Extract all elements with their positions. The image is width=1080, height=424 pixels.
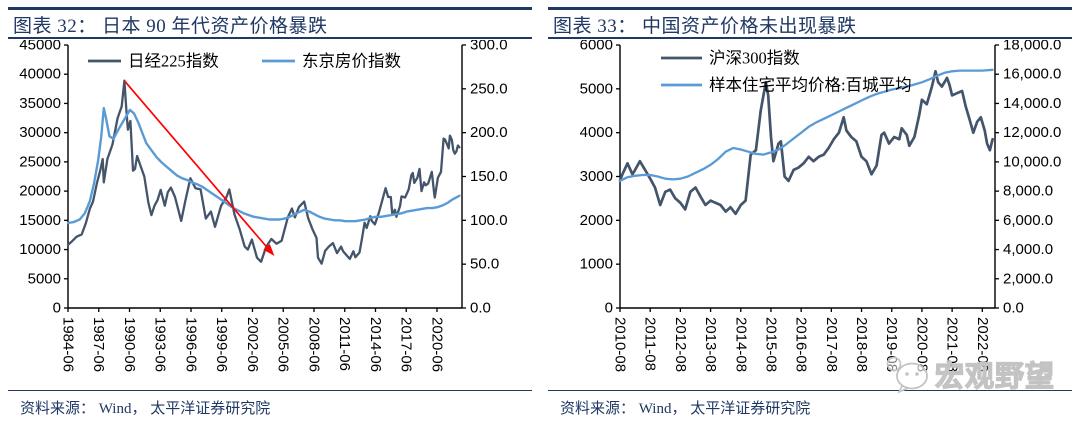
right-axis-tick-label: 100.0 bbox=[470, 212, 508, 229]
left-axis-tick-label: 2000 bbox=[580, 212, 613, 229]
left-axis-tick-label: 10000 bbox=[19, 241, 61, 258]
source-note-japan: 资料来源： Wind， 太平洋证券研究院 bbox=[20, 401, 271, 417]
right-axis-tick-label: 150.0 bbox=[470, 168, 508, 185]
panel-japan: 图表 32： 日本 90 年代资产价格暴跌 资料来源： Wind， 太平洋证券研… bbox=[8, 0, 532, 424]
x-axis-tick-label: 2010-08 bbox=[612, 317, 629, 372]
left-axis-tick-label: 5000 bbox=[28, 270, 61, 287]
right-axis-tick-label: 50.0 bbox=[470, 256, 499, 273]
left-axis-tick-label: 35000 bbox=[19, 95, 61, 112]
x-axis-tick-label: 2011-08 bbox=[642, 317, 659, 371]
series-line-1 bbox=[618, 68, 994, 183]
right-axis-tick-label: 0.0 bbox=[470, 300, 491, 317]
x-axis-tick-label: 2018-08 bbox=[853, 317, 870, 372]
left-axis-tick-label: 3000 bbox=[580, 168, 613, 185]
series-line-1 bbox=[66, 106, 461, 225]
crash-arrow-line bbox=[124, 80, 268, 248]
right-axis-tick-label: 2,000.0 bbox=[1003, 270, 1053, 287]
x-axis-tick-label: 2008-06 bbox=[305, 317, 322, 372]
right-axis-tick-label: 4,000.0 bbox=[1003, 241, 1053, 258]
x-axis-tick-label: 2002-06 bbox=[244, 317, 261, 372]
x-axis-tick-label: 1993-06 bbox=[152, 317, 169, 372]
right-axis-tick-label: 12,000.0 bbox=[1003, 124, 1061, 141]
right-axis-tick-label: 14,000.0 bbox=[1003, 95, 1061, 112]
right-axis-tick-label: 16,000.0 bbox=[1003, 66, 1061, 83]
x-axis-tick-label: 2005-06 bbox=[275, 317, 292, 372]
right-axis-tick-label: 300.0 bbox=[470, 40, 508, 54]
x-axis-tick-label: 2011-06 bbox=[336, 317, 353, 371]
panel-top-divider bbox=[548, 7, 1072, 10]
x-axis-tick-label: 2021-08 bbox=[944, 317, 961, 372]
panel-china: 图表 33： 中国资产价格未出现暴跌 资料来源： Wind， 太平洋证券研究院 bbox=[548, 0, 1072, 424]
right-axis-tick-label: 6,000.0 bbox=[1003, 212, 1053, 229]
left-axis-tick-label: 25000 bbox=[19, 153, 61, 170]
x-axis-tick-label: 2015-08 bbox=[762, 317, 779, 372]
x-axis-tick-label: 2020-06 bbox=[428, 317, 445, 372]
title-divider bbox=[8, 37, 532, 39]
legend-label-1: 样本住宅平均价格:百城平均 bbox=[709, 76, 912, 95]
x-axis-tick-label: 1996-06 bbox=[182, 317, 199, 372]
x-axis-tick-label: 2022-08 bbox=[974, 317, 991, 372]
left-axis-tick-label: 1000 bbox=[580, 256, 613, 273]
x-axis-tick-label: 1999-06 bbox=[213, 317, 230, 372]
left-axis-tick-label: 6000 bbox=[580, 40, 613, 54]
x-axis-tick-label: 1984-06 bbox=[60, 317, 77, 372]
x-axis-tick-label: 1990-06 bbox=[121, 317, 138, 372]
series-line-0 bbox=[618, 69, 994, 216]
crash-arrow-head bbox=[263, 244, 275, 256]
x-axis-tick-label: 2019-08 bbox=[883, 317, 900, 372]
x-axis-tick-label: 2013-08 bbox=[702, 317, 719, 372]
title-divider bbox=[548, 37, 1072, 39]
legend-label-1: 东京房价指数 bbox=[302, 52, 402, 71]
legend-label-0: 日经225指数 bbox=[128, 52, 219, 71]
chart-title-china: 图表 33： 中国资产价格未出现暴跌 bbox=[553, 16, 857, 37]
japan-asset-price-chart: 45000 40000 35000 30000 25000 20000 15000 10000… bbox=[19, 40, 508, 372]
source-divider bbox=[8, 390, 532, 391]
x-axis-tick-label: 2020-08 bbox=[913, 317, 930, 372]
left-axis-tick-label: 0 bbox=[605, 300, 613, 317]
china-asset-price-chart: 6000 5000 4000 3000 2000 1000 0 18,000.0 16,000.… bbox=[580, 40, 1062, 372]
source-note-china: 资料来源： Wind， 太平洋证券研究院 bbox=[560, 401, 811, 417]
left-axis-tick-label: 30000 bbox=[19, 124, 61, 141]
panel-top-divider bbox=[8, 7, 532, 10]
chart-title-japan: 图表 32： 日本 90 年代资产价格暴跌 bbox=[13, 16, 328, 37]
right-axis-tick-label: 250.0 bbox=[470, 80, 508, 97]
right-axis-tick-label: 0.0 bbox=[1003, 300, 1024, 317]
series-line-0 bbox=[66, 79, 461, 265]
right-axis-tick-label: 10,000.0 bbox=[1003, 153, 1061, 170]
x-axis-tick-label: 2012-08 bbox=[672, 317, 689, 372]
x-axis-tick-label: 2017-06 bbox=[398, 317, 415, 372]
left-axis-tick-label: 5000 bbox=[580, 80, 613, 97]
x-axis-tick-label: 2014-06 bbox=[367, 317, 384, 372]
right-axis-tick-label: 8,000.0 bbox=[1003, 183, 1053, 200]
right-axis-tick-label: 18,000.0 bbox=[1003, 40, 1061, 54]
left-axis-tick-label: 40000 bbox=[19, 66, 61, 83]
x-axis-tick-label: 2016-08 bbox=[793, 317, 810, 372]
right-axis-tick-label: 200.0 bbox=[470, 124, 508, 141]
left-axis-tick-label: 15000 bbox=[19, 212, 61, 229]
x-axis-tick-label: 2017-08 bbox=[823, 317, 840, 372]
left-axis-tick-label: 20000 bbox=[19, 183, 61, 200]
left-axis-tick-label: 0 bbox=[53, 300, 61, 317]
x-axis-tick-label: 1987-06 bbox=[90, 317, 107, 372]
left-axis-tick-label: 45000 bbox=[19, 40, 61, 54]
left-axis-tick-label: 4000 bbox=[580, 124, 613, 141]
x-axis-tick-label: 2014-08 bbox=[732, 317, 749, 372]
legend-label-0: 沪深300指数 bbox=[709, 49, 800, 68]
source-divider bbox=[548, 390, 1072, 391]
